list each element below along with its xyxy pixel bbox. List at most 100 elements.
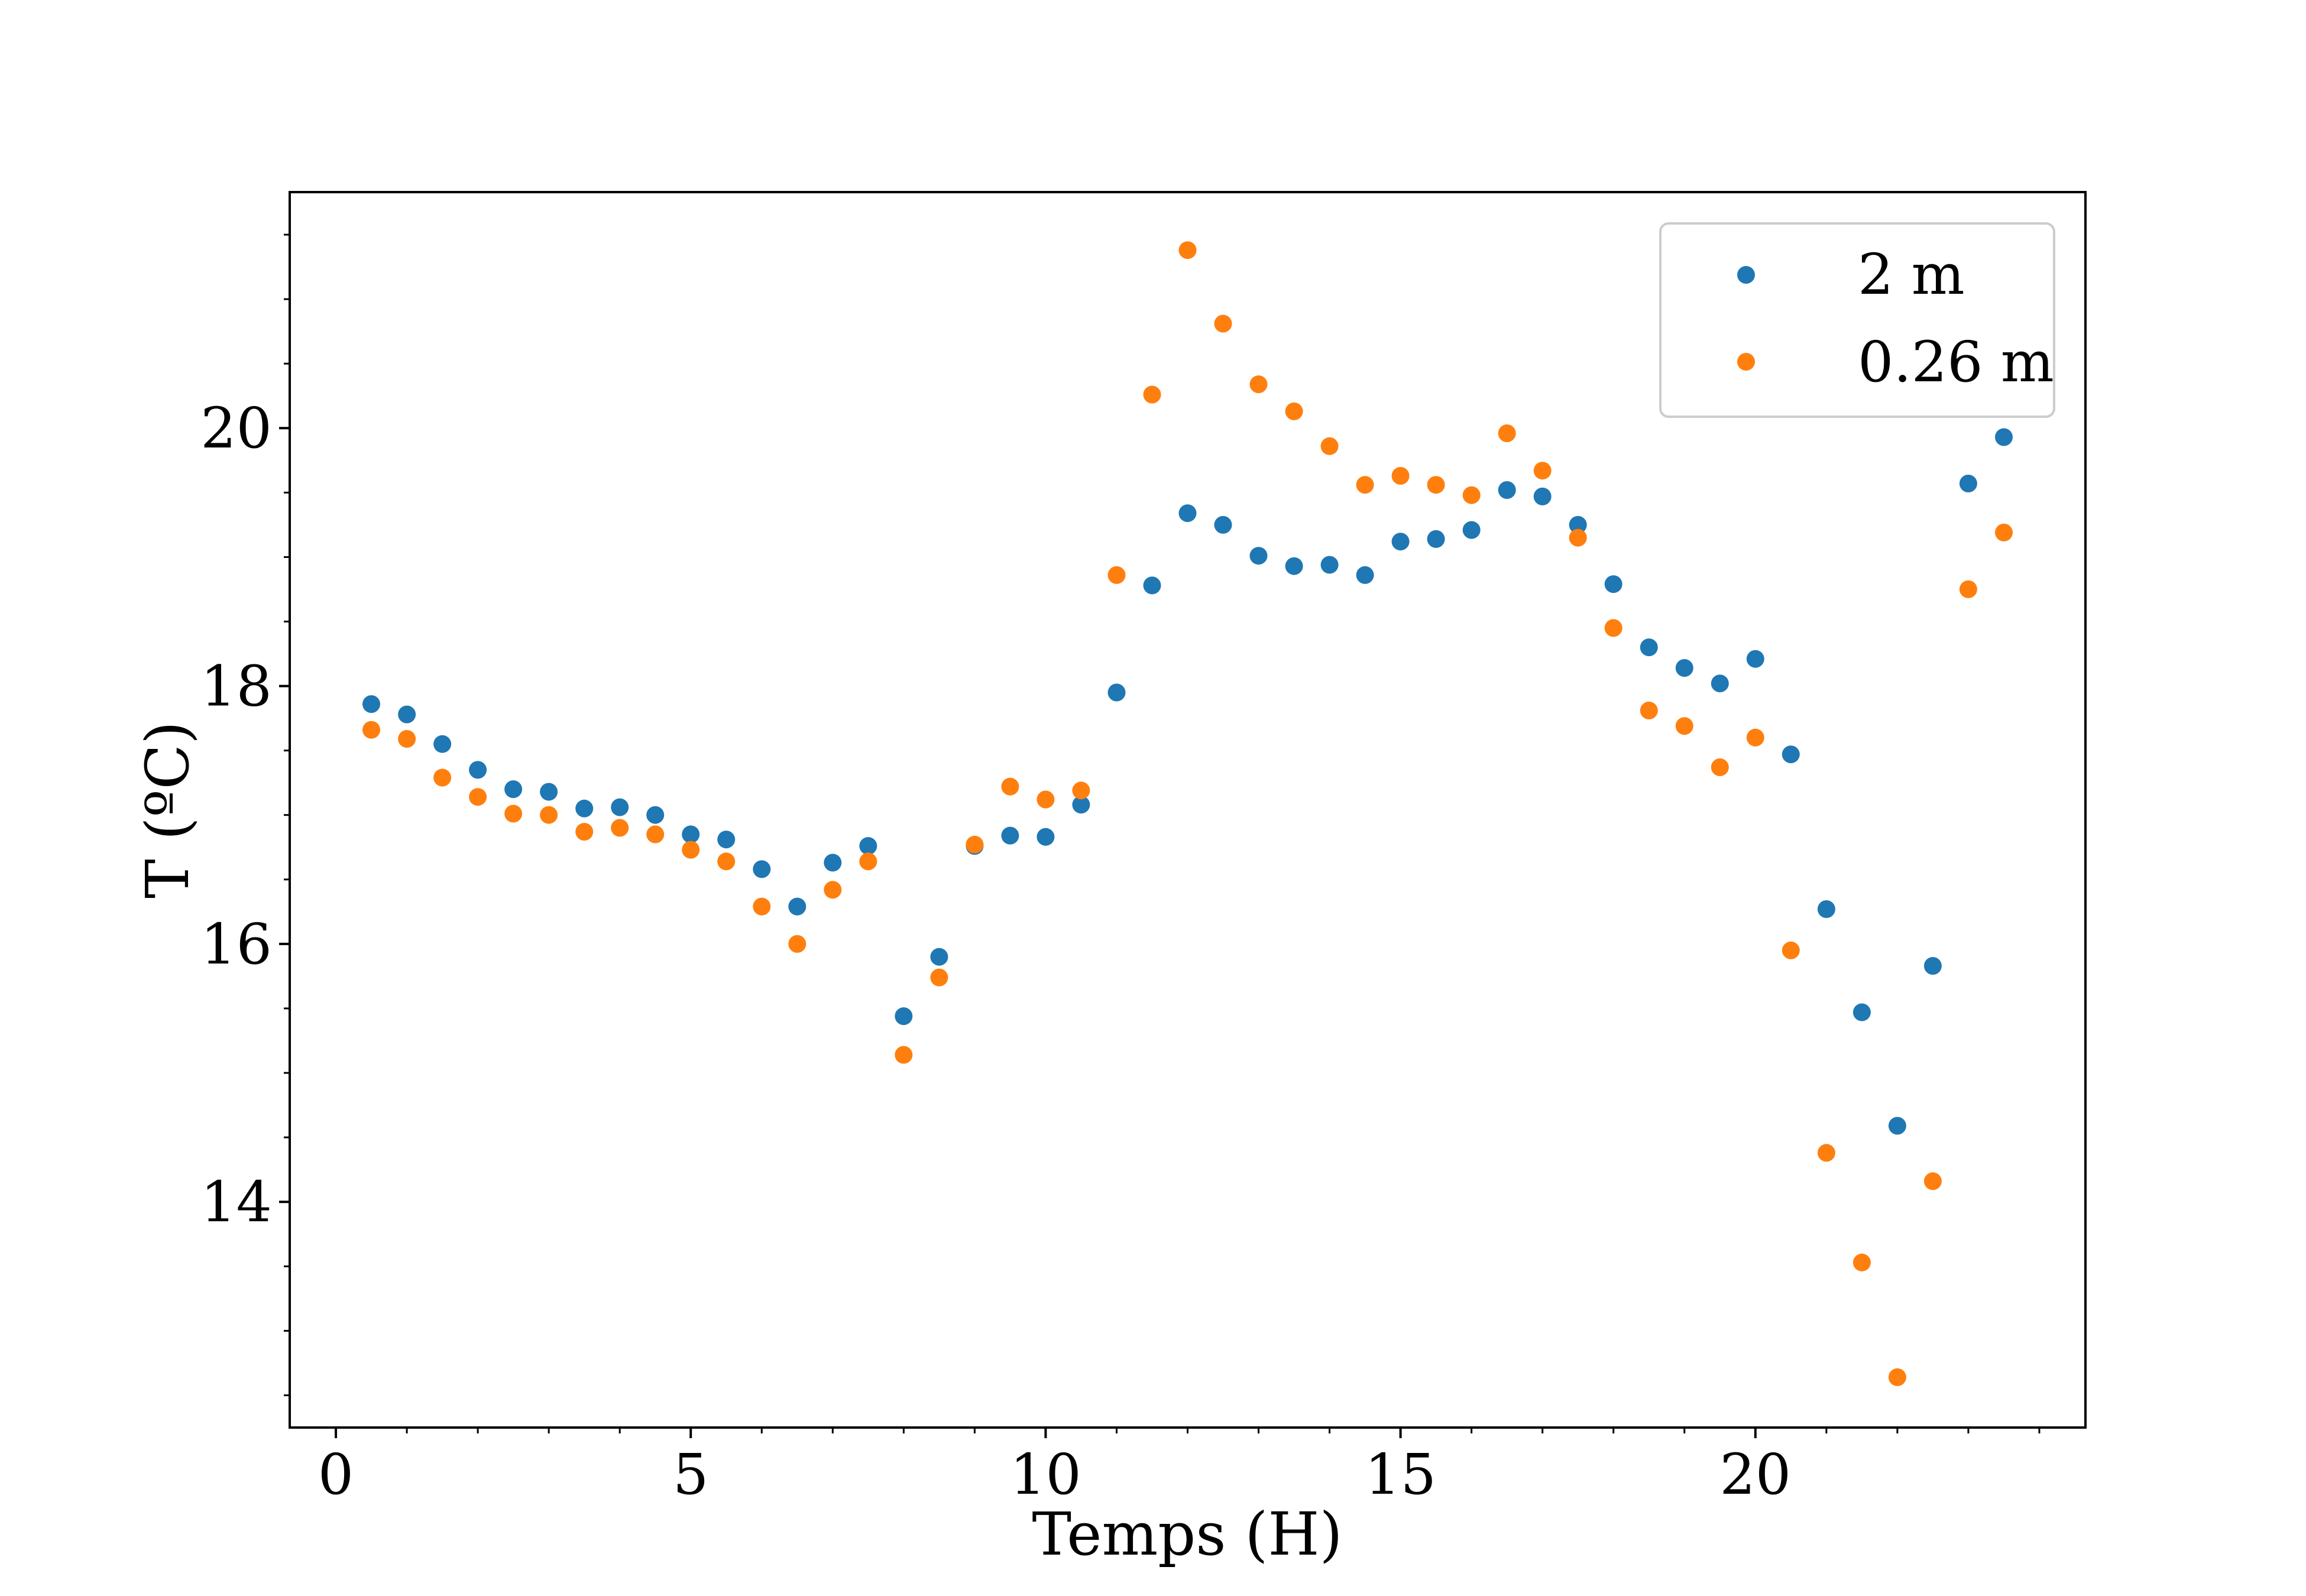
data-point-series-0: [1001, 826, 1019, 845]
legend-box: [1659, 222, 2055, 418]
data-point-series-1: [1675, 717, 1693, 735]
data-point-series-1: [788, 935, 807, 953]
ticks-layer: 0 5 10 15 20 14 16 18 20: [200, 233, 2041, 1507]
data-point-series-1: [1427, 476, 1445, 494]
data-point-series-0: [1746, 650, 1764, 668]
data-point-series-0: [1569, 515, 1587, 534]
data-point-series-0: [1782, 745, 1800, 764]
data-point-series-0: [1214, 515, 1232, 534]
data-point-series-0: [1037, 828, 1055, 846]
y-tick-label: 20: [200, 396, 272, 461]
data-point-series-1: [1107, 566, 1126, 584]
data-point-series-0: [540, 783, 558, 801]
data-point-series-1: [1462, 486, 1481, 504]
data-point-series-1: [1285, 402, 1303, 420]
data-point-series-1: [1711, 758, 1729, 776]
data-point-series-0: [1285, 557, 1303, 575]
data-point-series-1: [824, 881, 842, 899]
x-tick-label: 10: [1010, 1442, 1081, 1507]
data-point-series-0: [1143, 576, 1161, 595]
data-point-series-1: [469, 788, 487, 806]
data-point-series-0: [1640, 638, 1658, 657]
data-point-series-1: [398, 730, 416, 748]
y-tick-label: 16: [200, 912, 272, 977]
data-point-series-0: [504, 780, 523, 799]
data-point-series-0: [753, 860, 771, 878]
data-point-series-0: [1178, 504, 1197, 523]
data-point-series-0: [1320, 556, 1339, 574]
x-tick-label: 20: [1719, 1442, 1791, 1507]
data-point-series-0: [1995, 428, 2013, 446]
data-point-series-0: [433, 735, 452, 753]
data-point-series-0: [788, 897, 807, 916]
legend: 2 m 0.26 m: [1659, 222, 2055, 418]
data-point-series-1: [1001, 777, 1019, 796]
x-axis-label: Temps (H): [1032, 1500, 1342, 1569]
data-point-series-1: [540, 806, 558, 824]
x-tick-label: 5: [673, 1442, 708, 1507]
data-point-series-1: [1852, 1253, 1871, 1271]
data-point-series-0: [1462, 521, 1481, 539]
data-point-series-1: [1995, 523, 2013, 541]
data-point-series-1: [1640, 702, 1658, 719]
data-point-series-0: [646, 806, 665, 824]
data-point-series-0: [1427, 530, 1445, 548]
data-point-series-0: [1711, 674, 1729, 693]
data-point-series-1: [362, 721, 380, 739]
data-point-series-0: [362, 695, 380, 713]
data-point-series-0: [398, 705, 416, 724]
data-point-series-0: [717, 831, 736, 849]
data-point-series-1: [1356, 476, 1374, 494]
data-point-series-1: [611, 819, 629, 837]
legend-marker-2m: [1737, 266, 1755, 284]
data-point-series-1: [717, 852, 736, 871]
data-point-series-0: [1817, 900, 1835, 918]
data-point-series-0: [824, 854, 842, 872]
data-point-series-1: [646, 825, 665, 844]
data-point-series-1: [966, 835, 984, 854]
data-point-series-0: [1852, 1003, 1871, 1021]
legend-label-026m: 0.26 m: [1858, 330, 2054, 395]
data-point-series-1: [1569, 528, 1587, 547]
y-tick-label: 18: [200, 654, 272, 719]
data-point-series-1: [504, 805, 523, 823]
data-point-series-0: [1391, 533, 1410, 551]
data-point-series-1: [575, 823, 594, 841]
data-point-series-0: [611, 798, 629, 816]
data-point-series-1: [1037, 790, 1055, 809]
data-point-series-0: [859, 837, 877, 855]
data-point-series-0: [1959, 475, 1977, 492]
data-point-series-0: [575, 799, 594, 818]
data-point-series-1: [1249, 375, 1268, 394]
data-point-series-0: [1533, 487, 1552, 505]
data-point-series-1: [1923, 1172, 1942, 1190]
data-point-series-0: [930, 948, 948, 966]
data-point-series-1: [1214, 314, 1232, 333]
data-point-series-0: [1356, 566, 1374, 584]
data-point-series-1: [1746, 728, 1764, 747]
data-point-series-1: [1320, 437, 1339, 455]
legend-marker-026m: [1737, 353, 1755, 371]
data-point-series-1: [433, 768, 452, 787]
x-tick-label: 15: [1365, 1442, 1436, 1507]
data-point-series-0: [1107, 683, 1126, 702]
data-point-series-1: [682, 841, 700, 859]
y-tick-label: 14: [200, 1170, 272, 1235]
data-point-series-1: [1604, 619, 1622, 637]
data-point-series-0: [1675, 659, 1693, 677]
data-point-series-1: [859, 852, 877, 871]
data-point-series-1: [1817, 1144, 1835, 1162]
data-point-series-1: [1888, 1368, 1906, 1386]
data-point-series-1: [1072, 781, 1090, 800]
data-point-series-1: [930, 968, 948, 987]
data-point-series-0: [1888, 1117, 1906, 1135]
legend-label-2m: 2 m: [1858, 242, 1965, 307]
data-point-series-0: [1249, 547, 1268, 565]
data-point-series-1: [1498, 424, 1516, 442]
data-point-series-0: [469, 761, 487, 779]
data-point-series-1: [1178, 241, 1197, 259]
data-point-series-0: [895, 1007, 913, 1026]
data-point-series-1: [1391, 467, 1410, 485]
data-point-series-0: [1072, 796, 1090, 814]
